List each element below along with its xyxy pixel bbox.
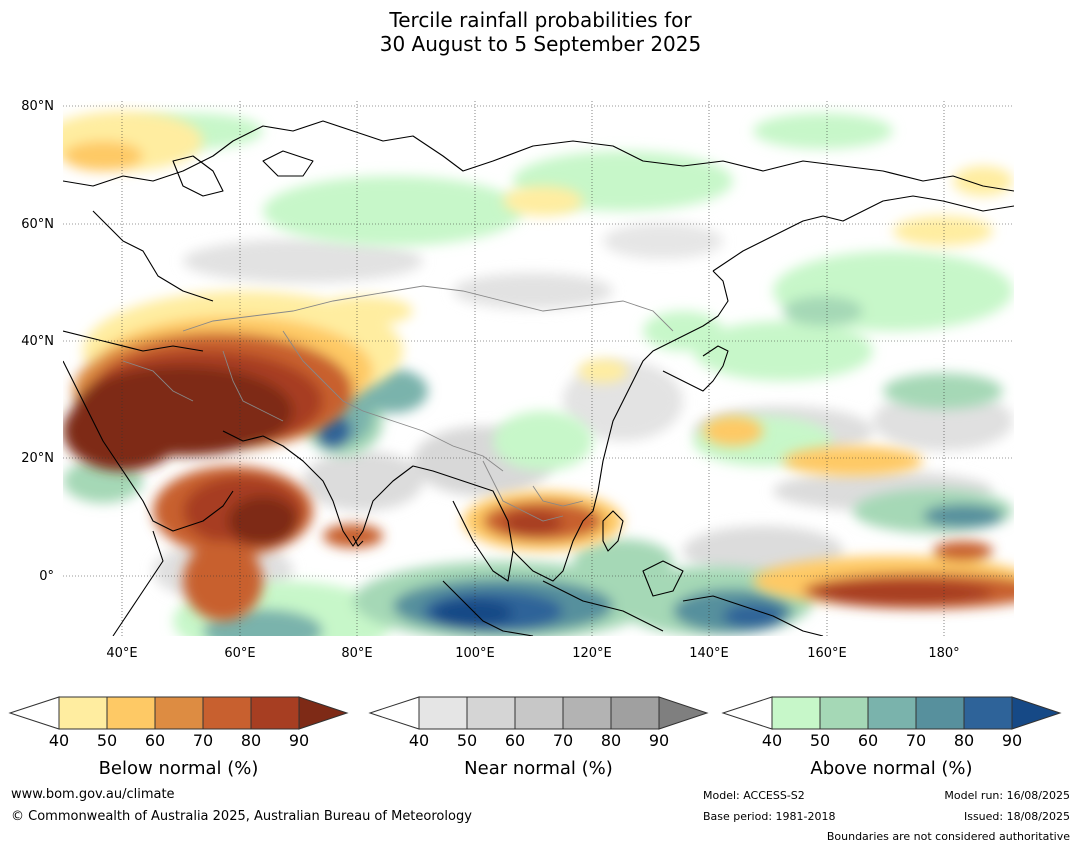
above-tick: 60 [857, 731, 879, 750]
above-tick: 90 [1001, 731, 1023, 750]
title-line-2: 30 August to 5 September 2025 [379, 32, 702, 56]
near-tick: 50 [456, 731, 478, 750]
below-swatch-70 [202, 696, 252, 730]
lat-label-40n: 40°N [21, 334, 54, 349]
colorbar-below-swatches [8, 696, 349, 730]
below-normal-title: Below normal (%) [98, 758, 259, 779]
above-min-arrow [721, 696, 773, 730]
base-period-text: Base period: 1981-2018 [703, 810, 836, 823]
above-swatch-50 [819, 696, 869, 730]
below-swatch-50 [106, 696, 156, 730]
near-tick: 70 [552, 731, 574, 750]
above-tick: 50 [809, 731, 831, 750]
near-max-arrow [658, 696, 709, 730]
lat-label-equator: 0° [39, 569, 54, 584]
website-link[interactable]: www.bom.gov.au/climate [11, 787, 175, 802]
colorbar-above-normal [721, 696, 1062, 730]
below-tick: 60 [144, 731, 166, 750]
below-max-arrow [298, 696, 349, 730]
above-swatch-80 [963, 696, 1013, 730]
above-tick: 40 [761, 731, 783, 750]
lon-label-160e: 160°E [807, 646, 847, 661]
above-swatch-60 [867, 696, 917, 730]
below-tick: 70 [192, 731, 214, 750]
lat-label-20n: 20°N [21, 451, 54, 466]
boundaries-note: Boundaries are not considered authoritat… [826, 830, 1070, 843]
lon-label-120e: 120°E [572, 646, 612, 661]
below-swatch-80 [250, 696, 300, 730]
near-tick: 60 [504, 731, 526, 750]
above-max-arrow [1011, 696, 1062, 730]
colorbar-near-swatches [368, 696, 709, 730]
above-swatch-70 [915, 696, 965, 730]
map-canvas [63, 101, 1014, 636]
coastlines [63, 120, 1014, 636]
near-swatch-60 [514, 696, 564, 730]
lon-label-60e: 60°E [224, 646, 256, 661]
colorbar-below-normal [8, 696, 349, 730]
near-tick: 80 [600, 731, 622, 750]
lon-label-140e: 140°E [689, 646, 729, 661]
issued-text: Issued: 18/08/2025 [963, 810, 1070, 823]
near-min-arrow [368, 696, 420, 730]
model-run-text: Model run: 16/08/2025 [944, 789, 1070, 802]
lon-label-180: 180° [928, 646, 960, 661]
lat-label-80n: 80°N [21, 99, 54, 114]
below-swatch-60 [154, 696, 204, 730]
lon-label-80e: 80°E [341, 646, 373, 661]
near-tick: 90 [648, 731, 670, 750]
below-tick: 90 [288, 731, 310, 750]
near-tick: 40 [408, 731, 430, 750]
below-tick: 80 [240, 731, 262, 750]
graticule [63, 101, 1014, 636]
map-title: Tercile rainfall probabilities for 30 Au… [0, 8, 1081, 56]
political-boundaries [122, 285, 674, 522]
lon-label-40e: 40°E [106, 646, 138, 661]
model-text: Model: ACCESS-S2 [703, 789, 805, 802]
title-line-1: Tercile rainfall probabilities for [389, 8, 692, 32]
colorbar-near-normal [368, 696, 709, 730]
probability-map [63, 101, 1014, 636]
near-swatch-50 [466, 696, 516, 730]
above-normal-title: Above normal (%) [810, 758, 973, 779]
near-swatch-70 [562, 696, 612, 730]
below-tick: 40 [48, 731, 70, 750]
above-tick: 80 [953, 731, 975, 750]
near-swatch-80 [610, 696, 660, 730]
colorbar-above-swatches [721, 696, 1062, 730]
below-swatch-40 [58, 696, 108, 730]
lon-label-100e: 100°E [455, 646, 495, 661]
near-swatch-40 [418, 696, 468, 730]
near-normal-title: Near normal (%) [464, 758, 613, 779]
copyright-text: © Commonwealth of Australia 2025, Austra… [11, 809, 472, 824]
lat-label-60n: 60°N [21, 217, 54, 232]
above-tick: 70 [905, 731, 927, 750]
below-min-arrow [8, 696, 60, 730]
below-tick: 50 [96, 731, 118, 750]
above-swatch-40 [771, 696, 821, 730]
